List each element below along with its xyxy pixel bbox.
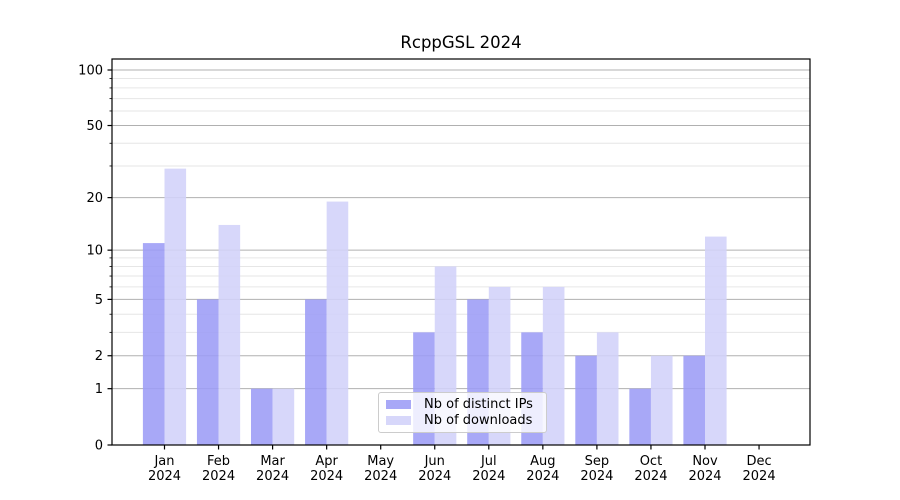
bar-downloads-Feb-2024 <box>218 224 241 445</box>
x-tick-label-year-Sep: 2024 <box>580 469 613 484</box>
bar-ips-Jan-2024 <box>142 243 165 445</box>
x-tick-label-year-Aug: 2024 <box>526 469 559 484</box>
x-tick-label-month-Aug: Aug <box>530 454 555 469</box>
legend-item-downloads: Nb of downloads <box>386 413 539 428</box>
axes-spines <box>111 58 811 446</box>
legend-item-distinct-ips: Nb of distinct IPs <box>386 397 539 412</box>
x-tick-label-year-May: 2024 <box>364 469 397 484</box>
legend-swatch-downloads <box>386 416 411 426</box>
x-tick-label-month-Mar: Mar <box>260 454 285 469</box>
x-tick-label-month-Jun: Jun <box>424 454 445 469</box>
y-axis-ticks-and-labels: 0 1 2 5 10 20 50 100 <box>78 64 112 454</box>
x-tick-label-year-Jun: 2024 <box>418 469 451 484</box>
y-tick-label-50: 50 <box>86 119 103 134</box>
y-tick-label-20: 20 <box>86 191 103 206</box>
bars-downloads <box>164 168 727 445</box>
y-tick-label-5: 5 <box>95 293 103 308</box>
x-tick-label-year-Apr: 2024 <box>310 469 343 484</box>
y-tick-label-1: 1 <box>95 382 103 397</box>
bar-downloads-Mar-2024 <box>272 388 295 445</box>
chart-title: RcppGSL 2024 <box>400 33 522 52</box>
x-tick-label-year-Dec: 2024 <box>743 469 776 484</box>
x-tick-label-year-Nov: 2024 <box>688 469 721 484</box>
bar-downloads-Apr-2024 <box>326 201 349 445</box>
bar-downloads-Sep-2024 <box>596 332 619 445</box>
bar-ips-Feb-2024 <box>196 299 219 445</box>
y-tick-label-2: 2 <box>95 349 103 364</box>
x-tick-label-year-Feb: 2024 <box>202 469 235 484</box>
bar-ips-Apr-2024 <box>305 299 327 445</box>
x-tick-label-year-Jul: 2024 <box>472 469 505 484</box>
x-axis-ticks-and-labels: Jan2024Feb2024Mar2024Apr2024May2024Jun20… <box>148 445 776 484</box>
x-tick-label-month-Jan: Jan <box>153 454 174 469</box>
legend-label-distinct-ips: Nb of distinct IPs <box>424 396 533 412</box>
x-tick-label-month-Oct: Oct <box>640 454 662 469</box>
y-tick-label-10: 10 <box>86 244 103 259</box>
bar-downloads-Oct-2024 <box>650 355 673 445</box>
legend: Nb of distinct IPs Nb of downloads <box>378 392 547 433</box>
bar-downloads-Jan-2024 <box>164 168 187 445</box>
y-tick-label-100: 100 <box>78 64 103 79</box>
x-tick-label-month-Dec: Dec <box>746 454 771 469</box>
x-tick-label-year-Oct: 2024 <box>634 469 667 484</box>
bar-ips-Sep-2024 <box>575 355 597 445</box>
x-tick-label-month-Sep: Sep <box>585 454 610 469</box>
bar-ips-Nov-2024 <box>683 355 705 445</box>
x-tick-label-month-Feb: Feb <box>207 454 230 469</box>
x-tick-label-month-Nov: Nov <box>692 454 718 469</box>
bar-ips-Oct-2024 <box>629 388 651 445</box>
plot-border <box>111 58 811 446</box>
bar-downloads-Aug-2024 <box>542 286 565 445</box>
x-tick-label-month-May: May <box>367 454 394 469</box>
legend-swatch-distinct-ips <box>386 399 411 409</box>
x-tick-label-month-Apr: Apr <box>315 454 338 469</box>
bar-ips-Mar-2024 <box>251 388 273 445</box>
bar-downloads-Nov-2024 <box>705 236 727 445</box>
x-tick-label-month-Jul: Jul <box>480 454 497 469</box>
x-tick-label-year-Mar: 2024 <box>256 469 289 484</box>
legend-label-downloads: Nb of downloads <box>424 413 533 429</box>
y-tick-label-0: 0 <box>95 439 103 454</box>
x-tick-label-year-Jan: 2024 <box>148 469 181 484</box>
